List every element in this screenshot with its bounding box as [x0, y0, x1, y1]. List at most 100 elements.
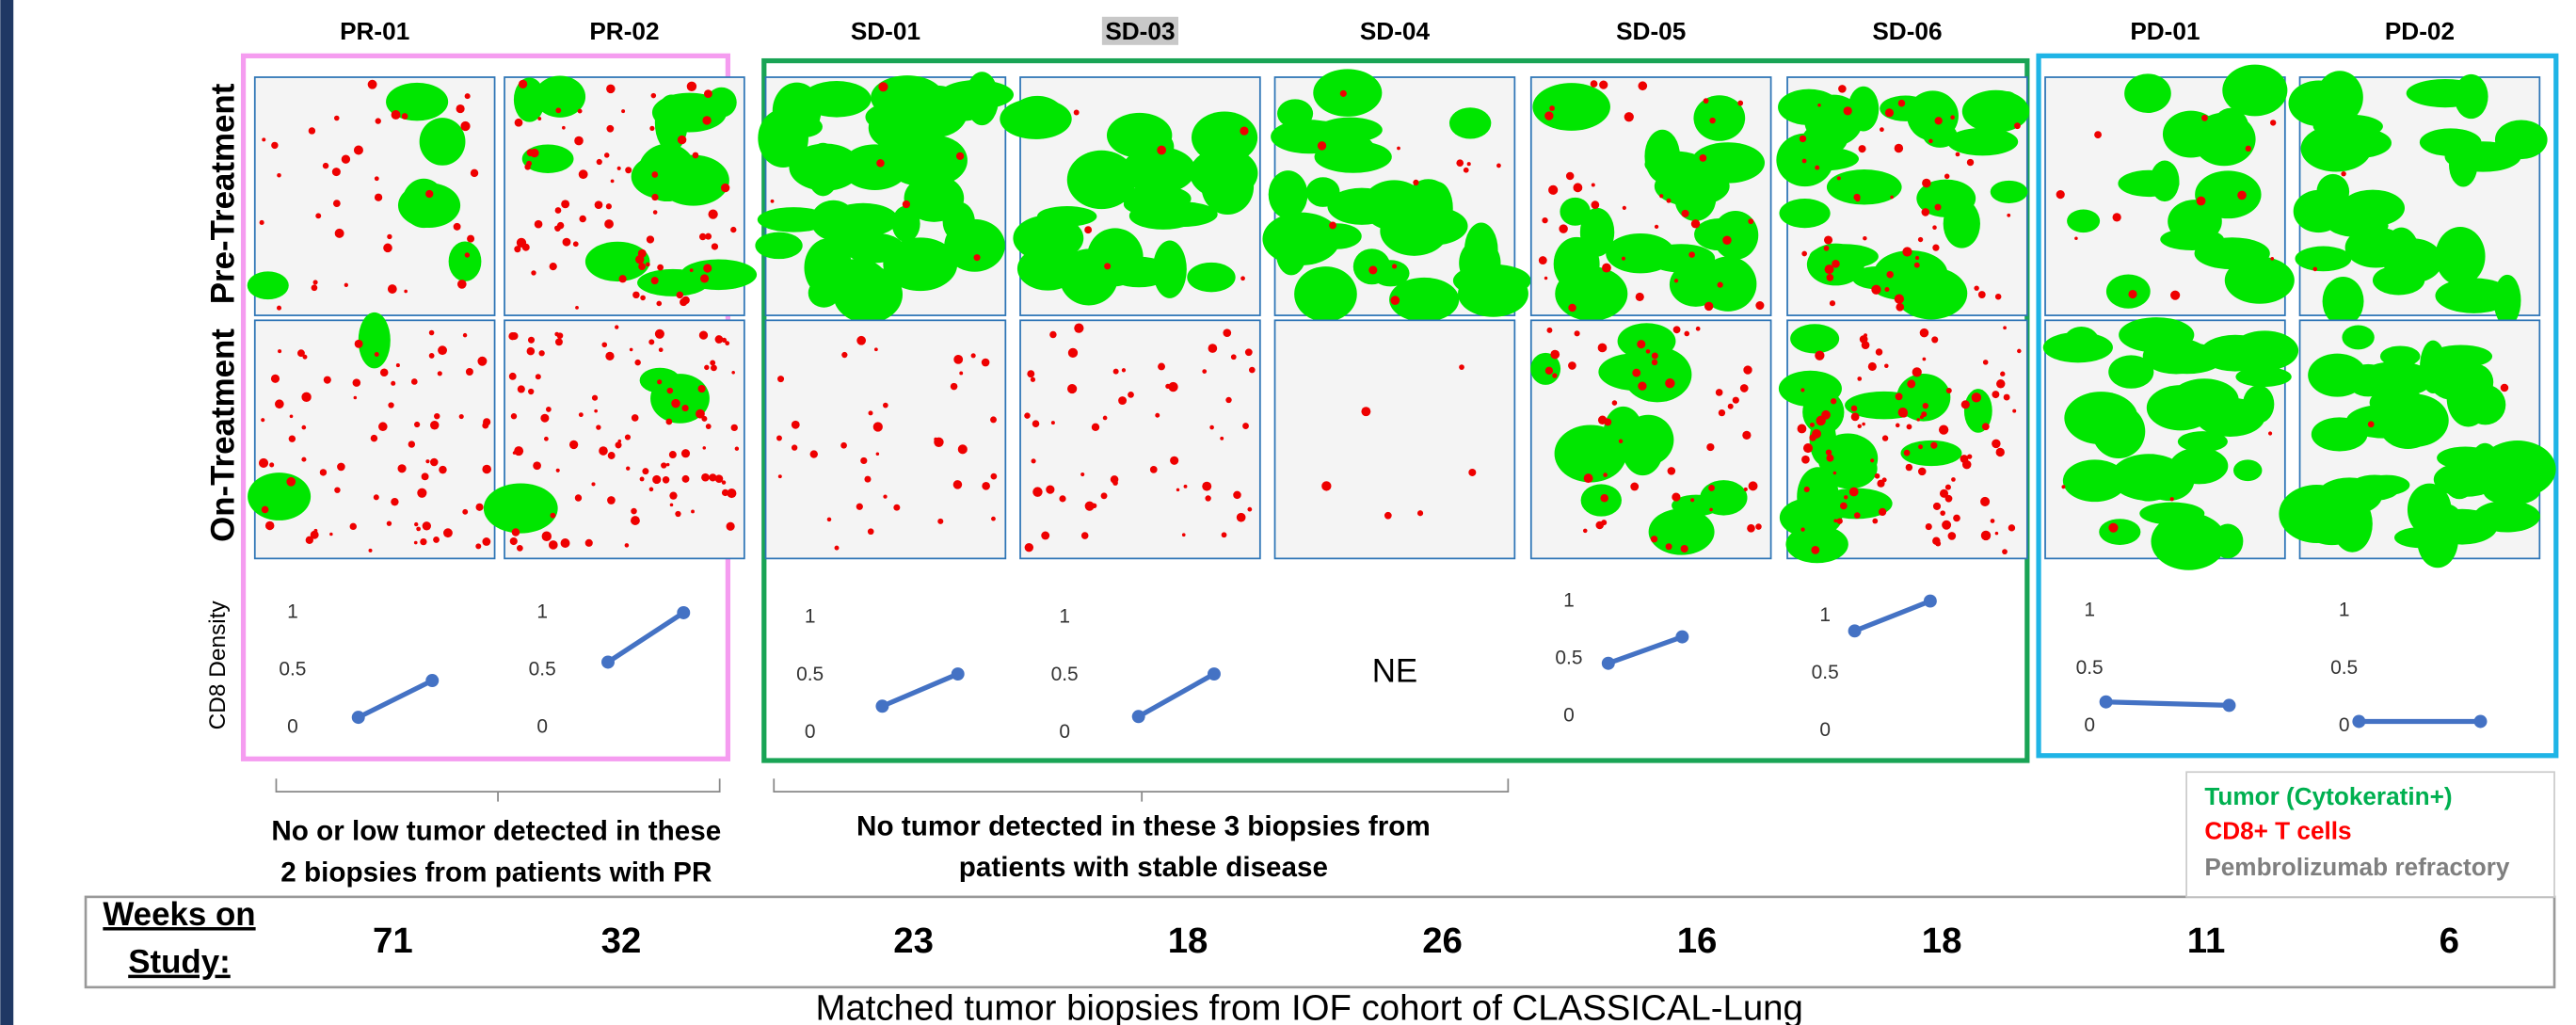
tissue-cd8 — [618, 275, 627, 283]
weeks-value: 11 — [2187, 921, 2226, 961]
tissue-cd8 — [482, 464, 491, 474]
tissue-cd8 — [902, 200, 911, 209]
tissue-cd8 — [482, 537, 491, 546]
tissue-cd8 — [408, 440, 416, 448]
tissue-tumor — [2143, 459, 2195, 502]
tissue-tumor — [1187, 262, 1236, 293]
tissue-cd8 — [2007, 213, 2011, 217]
tissue-cd8 — [826, 517, 832, 522]
tissue-cd8 — [1220, 436, 1224, 440]
tissue-cd8 — [518, 79, 528, 89]
tissue-cd8 — [657, 379, 663, 385]
density-tick-label: 0.5 — [529, 659, 556, 681]
weeks-label: Weeks on — [103, 896, 255, 933]
tissue-cd8 — [1591, 200, 1600, 210]
tissue-cd8 — [1552, 373, 1558, 378]
tissue-cd8 — [1836, 176, 1841, 181]
density-point — [351, 711, 365, 725]
tissue-cd8 — [1861, 341, 1870, 350]
tissue-cd8 — [1181, 533, 1186, 537]
tissue-cd8 — [1632, 368, 1641, 377]
tissue-cd8 — [1899, 409, 1908, 418]
tissue-cd8 — [1843, 106, 1852, 116]
tissue-tumor — [2288, 80, 2349, 127]
tissue-cd8 — [2061, 485, 2066, 489]
tissue-cd8 — [1390, 296, 1400, 306]
column-header: PR-01 — [340, 17, 409, 45]
tissue-tumor — [1362, 180, 1427, 232]
tissue-cd8 — [645, 262, 650, 267]
tissue-cd8 — [1897, 99, 1906, 107]
tissue-cd8 — [395, 363, 400, 368]
tissue-cd8 — [312, 280, 318, 285]
tissue-cd8 — [1907, 379, 1916, 389]
tissue-cd8 — [456, 280, 467, 289]
tissue-cd8 — [391, 109, 401, 120]
tissue-cd8 — [2000, 371, 2006, 376]
tissue-cd8 — [649, 125, 655, 131]
tissue-tumor — [1648, 508, 1715, 555]
tissue-cd8 — [651, 171, 659, 178]
tissue-cd8 — [1938, 424, 1949, 435]
tissue-cd8 — [1645, 349, 1651, 354]
tissue-tumor — [637, 143, 696, 202]
tissue-cd8 — [433, 536, 440, 543]
tissue-cd8 — [540, 413, 550, 423]
tissue-cd8 — [1032, 420, 1040, 428]
tissue-cd8 — [1880, 127, 1884, 133]
tissue-tumor — [2494, 120, 2548, 160]
tissue-cd8 — [631, 507, 637, 515]
column-header: SD-05 — [1616, 17, 1686, 45]
tissue-tumor — [2454, 73, 2488, 120]
tissue-cd8 — [677, 135, 687, 145]
tissue-cd8 — [1932, 502, 1942, 510]
tissue-cd8 — [714, 335, 724, 344]
tissue-cd8 — [2196, 196, 2206, 206]
tissue-cd8 — [680, 449, 691, 458]
tissue-cd8 — [1921, 411, 1928, 418]
density-tick-label: 0.5 — [796, 664, 824, 685]
tissue-cd8 — [1651, 352, 1658, 360]
tissue-cd8 — [624, 543, 630, 548]
tissue-cd8 — [2270, 257, 2275, 261]
tissue-cd8 — [302, 354, 308, 360]
tissue-tumor — [2435, 227, 2486, 286]
tissue-cd8 — [352, 378, 361, 387]
tissue-tumor — [2357, 361, 2435, 397]
tissue-cd8 — [1925, 522, 1932, 531]
tissue-cd8 — [301, 456, 307, 462]
tissue-cd8 — [990, 416, 997, 424]
tissue-tumor — [2308, 353, 2367, 397]
tissue-cd8 — [1075, 328, 1080, 333]
tissue-cd8 — [883, 402, 888, 408]
tissue-cd8 — [840, 441, 847, 449]
tissue-cd8 — [1230, 354, 1237, 360]
tissue-cd8 — [387, 233, 392, 240]
tissue-cd8 — [1110, 475, 1119, 484]
tissue-cd8 — [2094, 131, 2102, 139]
tissue-cd8 — [1240, 276, 1245, 281]
tissue-cd8 — [509, 537, 518, 546]
tissue-tumor — [397, 183, 461, 228]
tissue-tumor — [2348, 474, 2401, 501]
density-point — [1848, 624, 1862, 638]
tissue-cd8 — [1878, 507, 1887, 517]
tissue-cd8 — [555, 468, 560, 472]
tissue-cd8 — [1091, 423, 1100, 432]
tissue-cd8 — [332, 200, 341, 208]
weeks-value: 6 — [2440, 921, 2459, 961]
tissue-cd8 — [428, 353, 435, 359]
tissue-cd8 — [1935, 540, 1942, 547]
tissue-cd8 — [1980, 530, 1992, 541]
tissue-cd8 — [594, 200, 603, 210]
tissue-cd8 — [404, 289, 408, 294]
density-tick-label: 1 — [2084, 600, 2095, 621]
tissue-cd8 — [1980, 496, 1991, 506]
tissue-cd8 — [1666, 198, 1672, 203]
tissue-cd8 — [1046, 485, 1055, 494]
tissue-cd8 — [1913, 262, 1920, 268]
tissue-tumor — [904, 174, 965, 222]
tissue-cd8 — [1680, 544, 1688, 553]
tissue-cd8 — [319, 469, 328, 476]
tissue-tumor — [2417, 511, 2458, 569]
